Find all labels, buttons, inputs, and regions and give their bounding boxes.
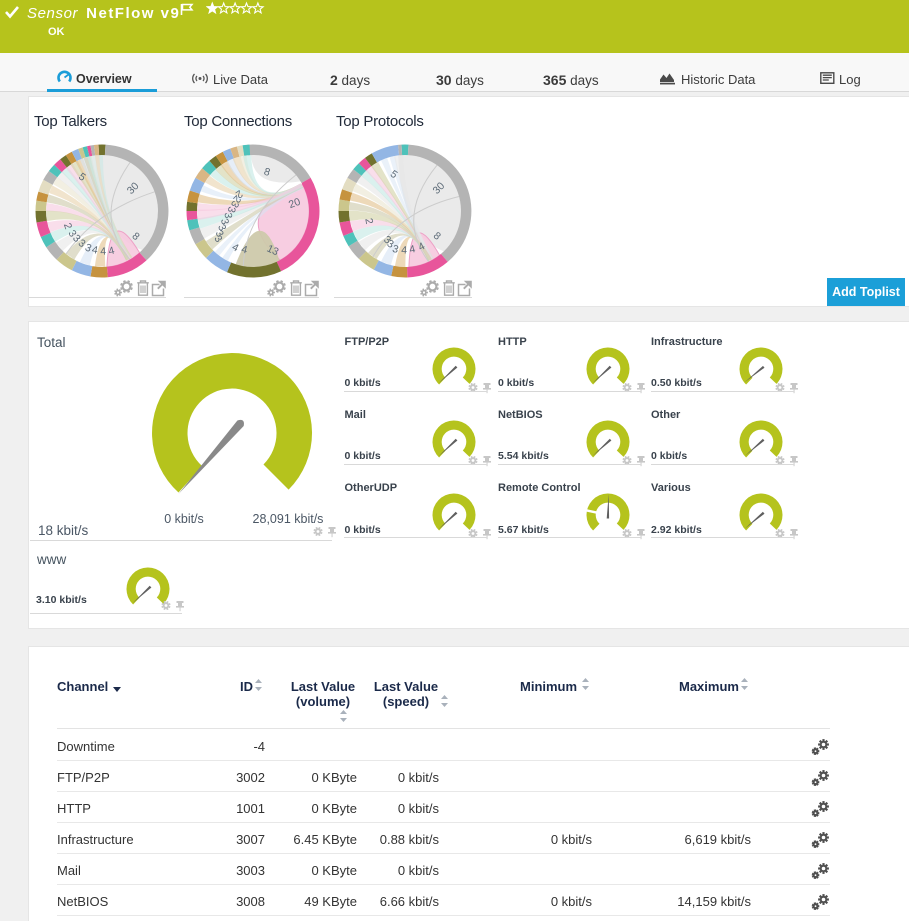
svg-text:3: 3 (83, 242, 93, 255)
svg-text:4: 4 (240, 243, 249, 256)
svg-text:5: 5 (76, 171, 88, 184)
svg-text:3: 3 (215, 223, 228, 233)
svg-text:3: 3 (228, 198, 241, 209)
svg-text:4: 4 (100, 245, 106, 257)
svg-text:4: 4 (408, 243, 416, 256)
svg-text:4: 4 (107, 245, 116, 258)
svg-text:4: 4 (416, 240, 427, 253)
svg-text:3: 3 (385, 238, 396, 251)
svg-text:2: 2 (61, 222, 74, 232)
svg-text:13: 13 (265, 243, 281, 259)
svg-text:3: 3 (213, 228, 226, 239)
svg-text:20: 20 (287, 196, 302, 211)
svg-text:3: 3 (218, 217, 231, 226)
svg-text:8: 8 (262, 166, 271, 179)
svg-text:2: 2 (362, 217, 375, 225)
svg-text:3: 3 (225, 205, 238, 214)
svg-text:3: 3 (65, 228, 78, 240)
svg-text:4: 4 (230, 241, 241, 254)
svg-text:4: 4 (401, 244, 407, 256)
svg-text:5: 5 (388, 168, 400, 181)
svg-text:3: 3 (391, 243, 400, 256)
svg-text:4: 4 (91, 244, 99, 257)
svg-text:3: 3 (211, 233, 224, 245)
svg-text:3: 3 (381, 233, 393, 246)
svg-text:2: 2 (233, 187, 245, 200)
svg-text:3: 3 (76, 237, 88, 250)
svg-text:3: 3 (222, 212, 234, 218)
